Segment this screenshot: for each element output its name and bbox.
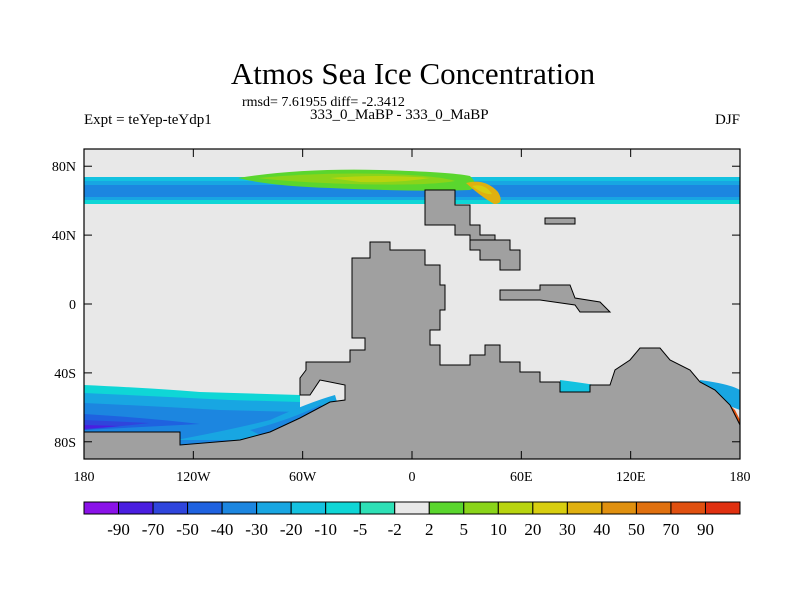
x-tick-label: 120E	[616, 470, 646, 485]
cases-label: 333_0_MaBP - 333_0_MaBP	[310, 107, 489, 123]
colorbar-level-label: -90	[107, 520, 130, 539]
northern-continent	[424, 189, 496, 251]
colorbar-level-label: -10	[314, 520, 337, 539]
north-band-inner	[84, 185, 740, 197]
colorbar-swatch	[670, 501, 706, 515]
colorbar-level-label: 5	[460, 520, 469, 539]
colorbar-swatch	[566, 501, 603, 515]
y-tick-label: 80N	[52, 160, 76, 175]
colorbar-swatch	[635, 501, 672, 515]
south-band-max	[84, 425, 120, 429]
colorbar-level-label: 20	[524, 520, 541, 539]
colorbar-swatch	[290, 501, 327, 515]
colorbar-swatch	[221, 501, 258, 515]
colorbar-swatch	[325, 501, 361, 515]
colorbar-level-label: 70	[662, 520, 679, 539]
y-tick-label: 0	[69, 298, 76, 313]
colorbar-level-label: -2	[388, 520, 402, 539]
chart-title: Atmos Sea Ice Concentration	[230, 56, 596, 91]
colorbar-swatch	[497, 501, 534, 515]
northern-island-a	[469, 239, 521, 271]
increase-patch-inner	[330, 176, 430, 183]
x-tick-label: 60W	[289, 470, 317, 485]
x-tick-label: 180	[74, 470, 95, 485]
colorbar-swatch	[704, 501, 741, 515]
colorbar-swatch	[463, 501, 499, 515]
colorbar-level-label: -70	[142, 520, 165, 539]
colorbar-swatch	[256, 501, 292, 515]
colorbar-level-label: -20	[280, 520, 303, 539]
x-tick-label: 120W	[176, 470, 211, 485]
colorbar-swatch	[601, 501, 637, 515]
colorbar-swatch	[187, 501, 223, 515]
y-tick-label: 40N	[52, 229, 76, 244]
x-tick-label: 60E	[510, 470, 533, 485]
stats-line: rmsd= 7.61955 diff= -2.3412	[242, 95, 405, 110]
colorbar-level-label: 30	[559, 520, 576, 539]
experiment-label: Expt = teYep-teYdp1	[84, 112, 212, 128]
colorbar-level-label: 40	[593, 520, 610, 539]
land-mask	[83, 189, 741, 460]
season-label: DJF	[714, 112, 740, 128]
colorbar-swatch	[394, 501, 430, 515]
main-continent	[83, 241, 741, 460]
north-increase-patch	[238, 169, 501, 204]
x-tick-label: 0	[409, 470, 416, 485]
increase-patch-east-core	[472, 185, 492, 195]
colorbar-swatch	[152, 501, 189, 515]
colorbar-level-label: -40	[211, 520, 234, 539]
colorbar-level-label: 50	[628, 520, 645, 539]
colorbar: -90 -70 -50 -40 -30 -20 -10 -5 -2 2 5 10 20 30 40 50 70 9…	[83, 501, 741, 539]
equatorial-landmass	[499, 284, 612, 313]
colorbar-swatch	[359, 501, 396, 515]
northern-island-b	[544, 217, 576, 225]
north-band-edge-bottom	[84, 200, 740, 204]
colorbar-swatch	[532, 501, 568, 515]
colorbar-level-label: 2	[425, 520, 434, 539]
y-tick-label: 80S	[54, 436, 76, 451]
colorbar-swatch	[83, 501, 120, 515]
colorbar-level-label: 90	[697, 520, 714, 539]
colorbar-swatch	[428, 501, 465, 515]
colorbar-swatch	[118, 501, 154, 515]
colorbar-level-label: -5	[353, 520, 367, 539]
y-tick-label: 40S	[54, 367, 76, 382]
colorbar-level-label: 10	[490, 520, 507, 539]
x-tick-label: 180	[730, 470, 751, 485]
colorbar-level-label: -50	[176, 520, 199, 539]
colorbar-level-label: -30	[245, 520, 268, 539]
axis-ticks: 180 120W 60W 0 60E 120E 180 80N 40N 0 40S 80S	[52, 149, 751, 485]
